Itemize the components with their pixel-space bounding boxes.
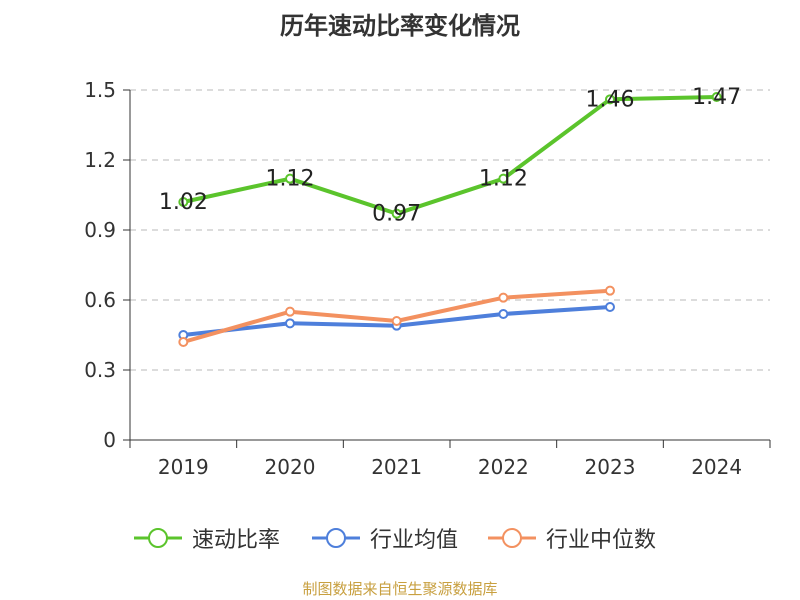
legend-label-industry-median: 行业中位数 <box>546 528 657 553</box>
x-tick-label: 2020 <box>265 455 316 479</box>
data-point <box>391 208 402 219</box>
data-point <box>178 337 189 347</box>
y-tick-label: 0.6 <box>84 288 116 312</box>
data-label: 1.02 <box>159 190 208 215</box>
data-point <box>285 318 295 329</box>
y-tick-label: 1.2 <box>84 148 116 172</box>
data-point <box>498 173 509 184</box>
data-label: 1.12 <box>266 167 315 192</box>
legend-label-quick-ratio: 速动比率 <box>192 528 281 553</box>
data-point <box>605 302 615 312</box>
legend-label-industry-mean: 行业均值 <box>370 528 459 553</box>
data-point <box>391 316 402 326</box>
data-point <box>178 197 189 207</box>
data-point <box>605 94 615 105</box>
axes: 0 0.3 0.6 0.9 1.2 1.5 2019 2020 2021 2022 2023 2024 <box>84 78 771 479</box>
series-lines <box>178 92 722 347</box>
data-point <box>498 292 509 303</box>
legend-marker-industry-median <box>488 528 536 548</box>
y-tick-label: 0.3 <box>84 358 116 382</box>
legend-marker-industry-mean <box>312 528 360 548</box>
series-line <box>182 95 717 216</box>
data-point <box>711 92 722 102</box>
legend-marker-quick-ratio <box>134 528 182 548</box>
legend-item-quick-ratio[interactable]: 速动比率 <box>134 518 280 558</box>
x-tick-label: 2021 <box>371 455 422 479</box>
data-label: 0.97 <box>372 202 421 227</box>
data-point <box>498 309 509 319</box>
data-label: 1.12 <box>479 167 528 192</box>
data-label: 1.46 <box>586 87 635 112</box>
data-point <box>605 285 615 296</box>
y-tick-label: 0 <box>103 428 116 452</box>
data-point <box>285 306 295 317</box>
data-point <box>285 173 295 184</box>
grid-lines <box>130 89 770 371</box>
x-tick-label: 2022 <box>478 455 529 479</box>
x-tick-label: 2023 <box>585 455 636 479</box>
y-tick-label: 0.9 <box>84 218 116 242</box>
legend-item-industry-mean[interactable]: 行业均值 <box>312 518 458 558</box>
legend-item-industry-median[interactable]: 行业中位数 <box>488 518 656 558</box>
data-labels: 1.02 1.12 0.97 1.12 1.46 1.47 <box>159 85 741 227</box>
legend: 速动比率 行业均值 行业中位数 <box>0 518 800 558</box>
source-note: 制图数据来自恒生聚源数据库 <box>302 580 498 598</box>
x-tick-label: 2024 <box>691 455 742 479</box>
chart-title: 历年速动比率变化情况 <box>280 12 520 40</box>
x-tick-label: 2019 <box>158 455 209 479</box>
y-tick-label: 1.5 <box>84 78 116 102</box>
data-label: 1.47 <box>692 85 741 110</box>
